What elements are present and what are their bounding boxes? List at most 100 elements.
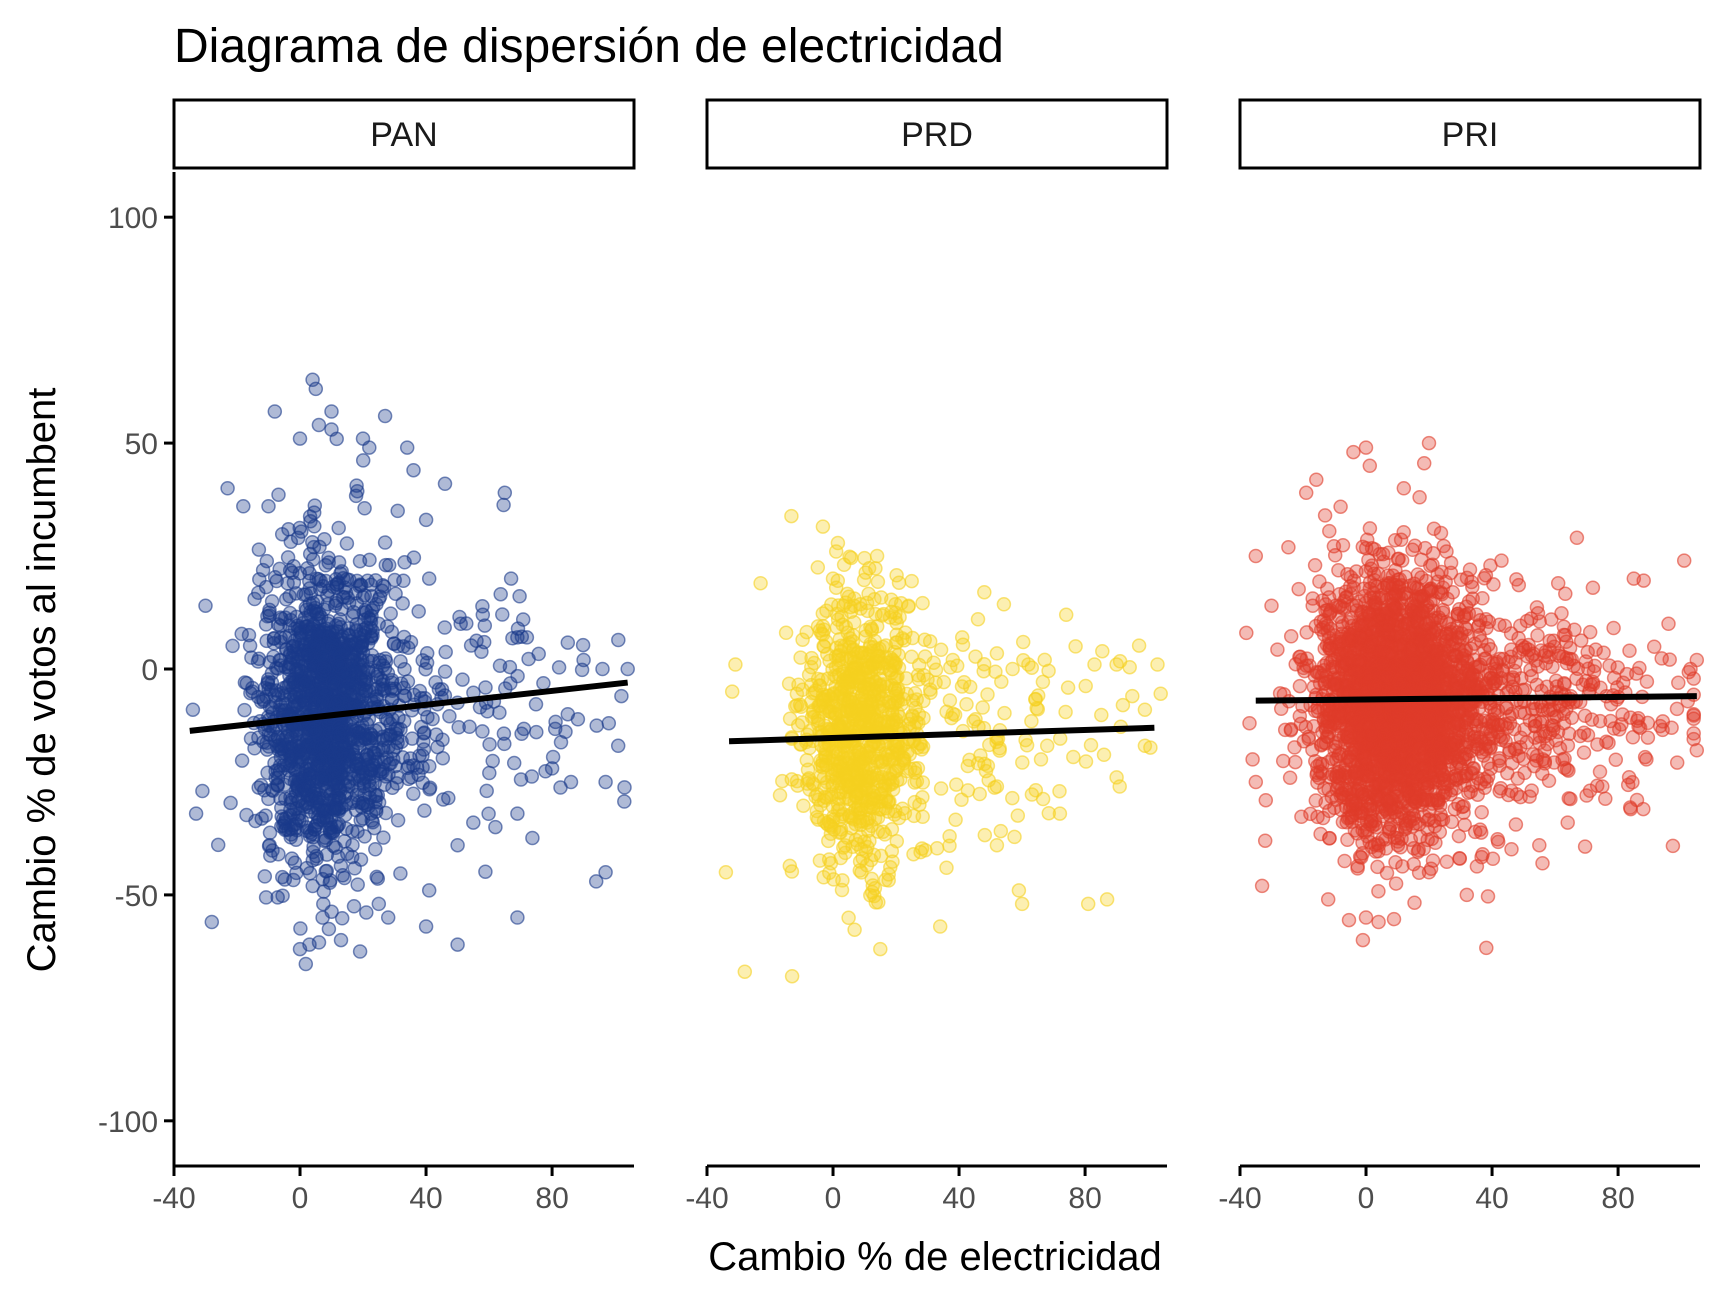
data-point: [772, 787, 788, 803]
data-point: [442, 708, 457, 724]
data-point: [372, 589, 388, 604]
data-point: [450, 937, 465, 952]
data-point: [1283, 629, 1299, 644]
data-point: [415, 775, 430, 790]
data-point: [784, 968, 800, 984]
data-point: [269, 573, 284, 589]
data-point: [1275, 753, 1291, 769]
data-point: [1308, 793, 1324, 808]
data-point: [406, 786, 421, 801]
data-point: [884, 843, 900, 859]
data-point: [1282, 770, 1298, 785]
data-point: [352, 944, 368, 959]
data-point: [1291, 581, 1306, 597]
data-point: [314, 693, 330, 709]
data-point: [1592, 713, 1608, 729]
data-point: [832, 801, 847, 817]
data-point: [422, 758, 437, 774]
data-point: [331, 658, 347, 674]
data-point: [482, 765, 497, 781]
data-point: [959, 697, 974, 712]
data-point: [359, 905, 374, 920]
x-tick-label: -40: [152, 1182, 195, 1215]
data-point: [815, 519, 831, 534]
data-point: [328, 771, 344, 787]
data-point: [784, 864, 800, 879]
data-point: [1137, 702, 1153, 717]
data-point: [737, 964, 753, 979]
data-point: [871, 894, 886, 910]
data-point: [828, 544, 844, 559]
data-point: [337, 580, 353, 595]
data-point: [589, 718, 604, 733]
data-point: [419, 646, 435, 661]
data-point: [1433, 525, 1449, 541]
data-point: [1671, 675, 1686, 691]
data-point: [617, 780, 632, 795]
data-point: [575, 637, 591, 653]
data-point: [551, 660, 567, 675]
data-point: [450, 837, 465, 853]
data-point: [989, 779, 1005, 794]
data-point: [907, 794, 922, 810]
data-point: [358, 769, 374, 784]
data-point: [1078, 754, 1094, 769]
data-point: [1087, 657, 1102, 672]
data-point: [357, 501, 372, 516]
data-point: [954, 792, 969, 807]
data-point: [563, 774, 579, 790]
data-point: [1335, 537, 1351, 553]
data-point: [1122, 659, 1137, 675]
data-point: [510, 910, 525, 925]
data-point: [1370, 859, 1385, 875]
data-point: [421, 883, 437, 898]
data-point: [932, 919, 948, 934]
data-point: [553, 735, 569, 750]
data-point: [1153, 686, 1168, 701]
data-point: [1504, 842, 1519, 857]
data-point: [876, 677, 892, 692]
data-point: [475, 607, 491, 623]
data-point: [560, 635, 576, 650]
data-point: [280, 724, 296, 739]
data-point: [840, 744, 856, 759]
x-tick-label: 40: [942, 1182, 975, 1215]
data-point: [401, 640, 416, 656]
data-point: [412, 748, 427, 763]
data-point: [435, 732, 450, 747]
data-point: [271, 487, 286, 502]
data-point: [933, 642, 949, 658]
data-point: [1094, 707, 1109, 723]
data-point: [529, 724, 544, 740]
data-point: [865, 878, 881, 893]
data-point: [339, 536, 355, 551]
data-point: [996, 597, 1012, 612]
data-point: [610, 738, 626, 754]
data-point: [251, 780, 266, 795]
data-point: [891, 575, 907, 590]
data-point: [265, 843, 280, 858]
data-point: [1137, 738, 1153, 754]
data-point: [292, 739, 307, 754]
data-point: [282, 605, 298, 621]
data-point: [1480, 889, 1496, 904]
data-point: [510, 806, 525, 821]
data-point: [195, 783, 210, 799]
data-point: [1598, 791, 1613, 806]
data-point: [1608, 752, 1624, 767]
data-point: [819, 816, 834, 831]
data-point: [331, 803, 347, 819]
data-point: [338, 643, 353, 659]
data-point: [1021, 657, 1036, 672]
data-point: [718, 865, 734, 880]
data-point: [922, 634, 938, 649]
data-point: [1015, 755, 1030, 770]
data-point: [839, 651, 854, 666]
data-point: [1109, 657, 1124, 672]
data-point: [1569, 530, 1585, 546]
facet-pri: PRI-40 0 40 80: [1218, 98, 1705, 1215]
data-point: [904, 573, 919, 589]
data-point: [812, 853, 828, 868]
data-point: [892, 609, 907, 625]
